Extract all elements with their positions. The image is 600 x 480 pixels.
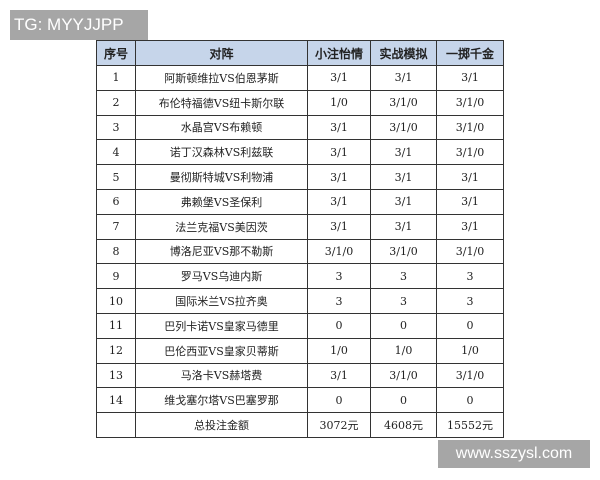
cell-practice: 0: [370, 387, 437, 414]
header-match: 对阵: [135, 40, 308, 66]
cell-match: 马洛卡VS赫塔费: [135, 362, 308, 389]
cell-practice: 0: [370, 312, 437, 339]
cell-index: 12: [96, 337, 136, 364]
cell-match: 巴列卡诺VS皇家马德里: [135, 312, 308, 339]
cell-match: 布伦特福德VS纽卡斯尔联: [135, 89, 308, 116]
table-header: 序号 对阵 小注怡情 实战模拟 一掷千金: [96, 40, 504, 66]
cell-index: 1: [96, 65, 136, 91]
cell-match: 曼彻斯特城VS利物浦: [135, 164, 308, 190]
cell-practice: 3/1: [370, 139, 437, 166]
cell-small: 3/1: [307, 213, 371, 240]
watermark-url: www.sszysl.com: [438, 440, 590, 468]
cell-index: 3: [96, 114, 136, 141]
total-practice: 4608元: [370, 412, 437, 438]
table-row: 4 诺丁汉森林VS利兹联 3/1 3/1 3/1/0: [96, 139, 504, 166]
cell-big: 3/1: [436, 65, 504, 91]
cell-big: 3/1/0: [436, 114, 504, 141]
cell-big: 3/1/0: [436, 89, 504, 116]
cell-small: 3/1: [307, 164, 371, 190]
header-index: 序号: [96, 40, 136, 66]
cell-big: 3/1/0: [436, 362, 504, 389]
cell-practice: 1/0: [370, 337, 437, 364]
cell-practice: 3: [370, 288, 437, 314]
cell-big: 3: [436, 288, 504, 314]
total-row: 总投注金额 3072元 4608元 15552元: [96, 412, 504, 438]
cell-big: 3/1: [436, 213, 504, 240]
cell-match: 国际米兰VS拉齐奥: [135, 288, 308, 314]
cell-index: 2: [96, 89, 136, 116]
cell-big: 1/0: [436, 337, 504, 364]
cell-practice: 3/1/0: [370, 89, 437, 116]
cell-small: 3/1: [307, 188, 371, 215]
header-practice: 实战模拟: [370, 40, 437, 66]
total-match: 总投注金额: [135, 412, 308, 438]
watermark-tg: TG: MYYJJPP: [10, 10, 148, 40]
cell-match: 法兰克福VS美因茨: [135, 213, 308, 240]
total-index: [96, 412, 136, 438]
cell-match: 水晶宫VS布赖顿: [135, 114, 308, 141]
betting-table: 序号 对阵 小注怡情 实战模拟 一掷千金 1 阿斯顿维拉VS伯恩茅斯 3/1 3/1 3…: [96, 40, 504, 438]
cell-practice: 3: [370, 263, 437, 290]
table-row: 1 阿斯顿维拉VS伯恩茅斯 3/1 3/1 3/1: [96, 65, 504, 91]
cell-big: 3/1/0: [436, 238, 504, 265]
table-row: 14 维戈塞尔塔VS巴塞罗那 0 0 0: [96, 387, 504, 414]
cell-practice: 3/1: [370, 213, 437, 240]
cell-match: 博洛尼亚VS那不勒斯: [135, 238, 308, 265]
cell-small: 0: [307, 312, 371, 339]
cell-small: 1/0: [307, 337, 371, 364]
table-row: 9 罗马VS乌迪内斯 3 3 3: [96, 263, 504, 290]
cell-practice: 3/1/0: [370, 114, 437, 141]
table-row: 3 水晶宫VS布赖顿 3/1 3/1/0 3/1/0: [96, 114, 504, 141]
table-row: 13 马洛卡VS赫塔费 3/1 3/1/0 3/1/0: [96, 362, 504, 389]
cell-practice: 3/1/0: [370, 362, 437, 389]
cell-big: 0: [436, 387, 504, 414]
cell-index: 9: [96, 263, 136, 290]
cell-big: 0: [436, 312, 504, 339]
cell-index: 11: [96, 312, 136, 339]
total-small: 3072元: [307, 412, 371, 438]
cell-index: 8: [96, 238, 136, 265]
cell-index: 4: [96, 139, 136, 166]
cell-index: 6: [96, 188, 136, 215]
cell-small: 3/1: [307, 139, 371, 166]
table-row: 7 法兰克福VS美因茨 3/1 3/1 3/1: [96, 213, 504, 240]
cell-practice: 3/1/0: [370, 238, 437, 265]
table-row: 10 国际米兰VS拉齐奥 3 3 3: [96, 288, 504, 314]
cell-big: 3/1: [436, 188, 504, 215]
cell-small: 1/0: [307, 89, 371, 116]
cell-index: 13: [96, 362, 136, 389]
cell-index: 7: [96, 213, 136, 240]
cell-match: 阿斯顿维拉VS伯恩茅斯: [135, 65, 308, 91]
table-row: 8 博洛尼亚VS那不勒斯 3/1/0 3/1/0 3/1/0: [96, 238, 504, 265]
cell-index: 5: [96, 164, 136, 190]
table-row: 6 弗赖堡VS圣保利 3/1 3/1 3/1: [96, 188, 504, 215]
cell-match: 罗马VS乌迪内斯: [135, 263, 308, 290]
cell-index: 14: [96, 387, 136, 414]
cell-big: 3/1: [436, 164, 504, 190]
cell-match: 弗赖堡VS圣保利: [135, 188, 308, 215]
table-row: 11 巴列卡诺VS皇家马德里 0 0 0: [96, 312, 504, 339]
cell-small: 3/1/0: [307, 238, 371, 265]
header-small: 小注怡情: [307, 40, 371, 66]
cell-big: 3/1/0: [436, 139, 504, 166]
cell-small: 3: [307, 288, 371, 314]
cell-match: 维戈塞尔塔VS巴塞罗那: [135, 387, 308, 414]
header-big: 一掷千金: [436, 40, 504, 66]
cell-small: 0: [307, 387, 371, 414]
cell-match: 诺丁汉森林VS利兹联: [135, 139, 308, 166]
cell-practice: 3/1: [370, 164, 437, 190]
cell-small: 3/1: [307, 65, 371, 91]
table-row: 12 巴伦西亚VS皇家贝蒂斯 1/0 1/0 1/0: [96, 337, 504, 364]
cell-small: 3/1: [307, 114, 371, 141]
cell-practice: 3/1: [370, 65, 437, 91]
cell-match: 巴伦西亚VS皇家贝蒂斯: [135, 337, 308, 364]
cell-practice: 3/1: [370, 188, 437, 215]
table-row: 5 曼彻斯特城VS利物浦 3/1 3/1 3/1: [96, 164, 504, 190]
cell-big: 3: [436, 263, 504, 290]
cell-small: 3: [307, 263, 371, 290]
cell-index: 10: [96, 288, 136, 314]
table-row: 2 布伦特福德VS纽卡斯尔联 1/0 3/1/0 3/1/0: [96, 89, 504, 116]
total-big: 15552元: [436, 412, 504, 438]
cell-small: 3/1: [307, 362, 371, 389]
